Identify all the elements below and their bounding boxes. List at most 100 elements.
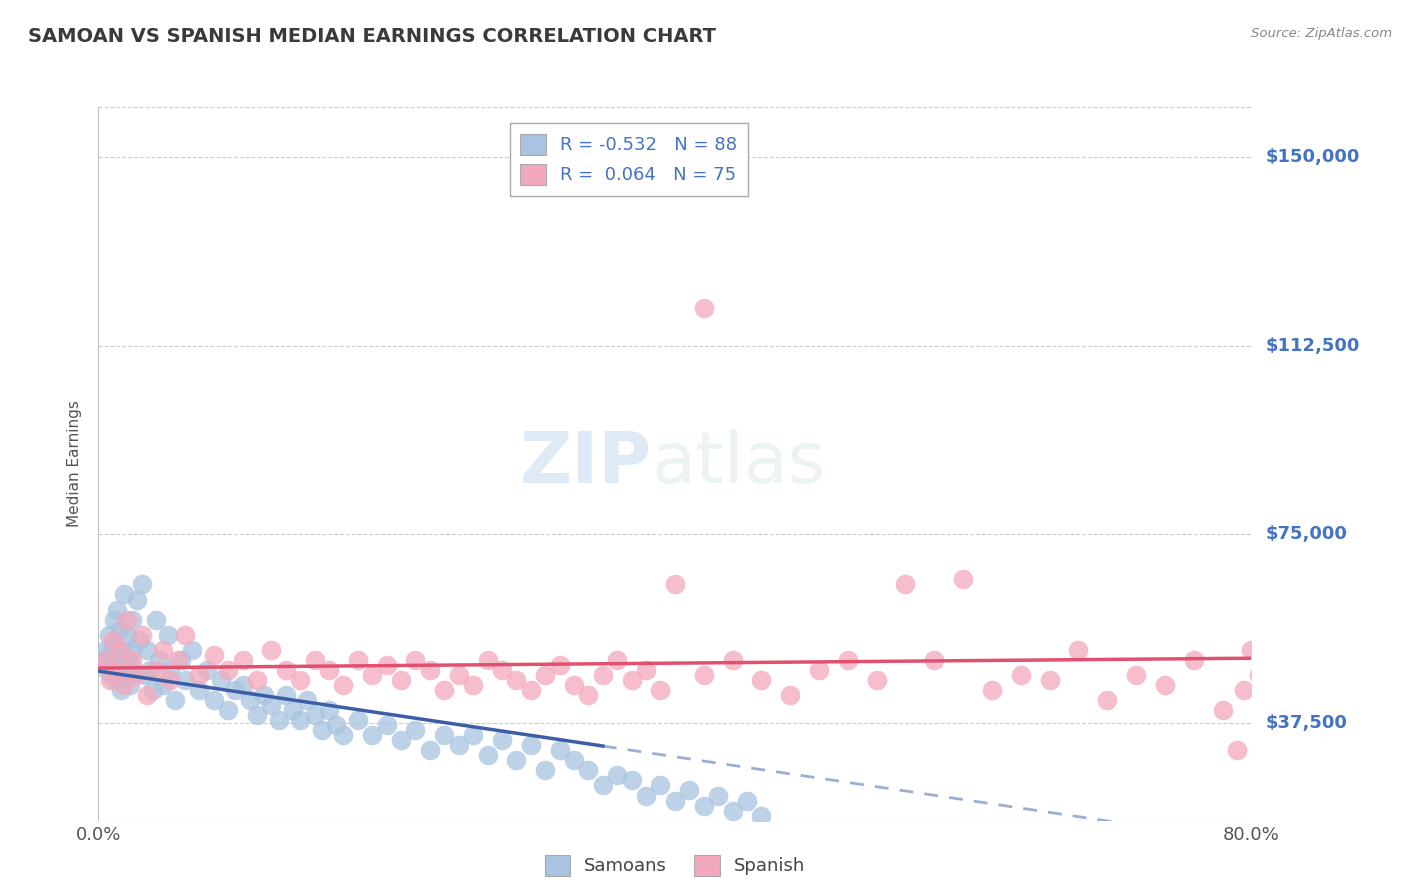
Text: $37,500: $37,500 (1265, 714, 1347, 731)
Point (304, 653, 326, 667)
Point (125, 668, 148, 682)
Point (166, 653, 188, 667)
Point (202, 648, 225, 662)
Point (332, 678, 354, 692)
Point (433, 728, 456, 742)
Point (145, 663, 167, 677)
Point (156, 628, 179, 642)
Point (325, 718, 347, 732)
Point (1233, 683, 1256, 698)
Text: ZIP: ZIP (520, 429, 652, 499)
Point (1226, 743, 1249, 757)
Point (534, 668, 557, 682)
Point (620, 673, 643, 687)
Point (779, 688, 801, 702)
Point (163, 693, 186, 707)
Point (419, 743, 441, 757)
Point (405, 723, 427, 738)
Point (231, 678, 254, 692)
Point (224, 683, 246, 698)
Point (807, 663, 830, 677)
Point (260, 642, 283, 657)
Point (131, 577, 153, 591)
Point (419, 663, 441, 677)
Point (117, 628, 138, 642)
Point (174, 628, 197, 642)
Point (1153, 678, 1175, 692)
Point (139, 663, 162, 677)
Legend: Samoans, Spanish: Samoans, Spanish (537, 847, 813, 883)
Point (491, 733, 513, 747)
Point (260, 698, 283, 712)
Point (181, 642, 204, 657)
Point (751, 808, 773, 822)
Point (253, 688, 276, 702)
Point (159, 663, 181, 677)
Point (94, 653, 117, 667)
Point (447, 668, 470, 682)
Point (217, 703, 239, 717)
Point (576, 688, 599, 702)
Text: $150,000: $150,000 (1265, 148, 1360, 166)
Point (152, 642, 174, 657)
Point (159, 673, 181, 687)
Point (477, 748, 499, 763)
Point (297, 693, 319, 707)
Point (128, 632, 150, 647)
Point (894, 577, 917, 591)
Point (1254, 602, 1277, 616)
Point (952, 573, 974, 587)
Point (209, 673, 232, 687)
Point (375, 657, 398, 672)
Point (188, 668, 211, 682)
Point (311, 723, 333, 738)
Point (318, 663, 340, 677)
Point (304, 708, 326, 723)
Point (534, 764, 557, 778)
Point (152, 678, 174, 692)
Point (520, 738, 543, 752)
Point (461, 678, 484, 692)
Point (107, 657, 129, 672)
Point (405, 653, 427, 667)
Point (101, 638, 124, 652)
Point (104, 673, 127, 687)
Point (148, 653, 170, 667)
Point (721, 804, 744, 818)
Point (520, 683, 543, 698)
Point (477, 653, 499, 667)
Point (121, 613, 143, 627)
Text: $75,000: $75,000 (1265, 525, 1347, 543)
Point (274, 688, 297, 702)
Point (134, 668, 156, 682)
Point (1010, 668, 1032, 682)
Point (142, 683, 165, 698)
Point (693, 668, 716, 682)
Point (650, 779, 672, 793)
Point (118, 653, 141, 667)
Point (114, 668, 136, 682)
Point (606, 768, 628, 782)
Text: Source: ZipAtlas.com: Source: ZipAtlas.com (1251, 27, 1392, 40)
Point (620, 773, 643, 788)
Point (202, 693, 225, 707)
Point (274, 663, 297, 677)
Point (94, 642, 117, 657)
Text: $112,500: $112,500 (1265, 337, 1360, 355)
Point (246, 708, 269, 723)
Point (103, 613, 125, 627)
Point (592, 668, 614, 682)
Point (127, 592, 149, 607)
Point (678, 783, 700, 797)
Point (93, 653, 115, 667)
Point (491, 663, 513, 677)
Point (562, 753, 585, 767)
Point (664, 793, 686, 807)
Point (112, 678, 135, 692)
Point (924, 653, 946, 667)
Text: atlas: atlas (652, 429, 827, 499)
Point (433, 683, 456, 698)
Point (105, 602, 128, 616)
Point (290, 673, 312, 687)
Point (1125, 668, 1147, 682)
